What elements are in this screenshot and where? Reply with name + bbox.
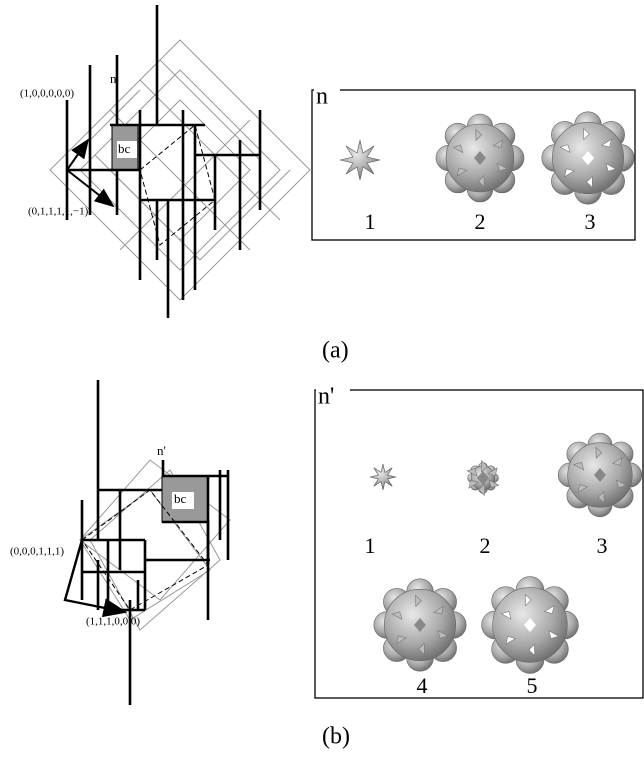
- polyhedra-a: [340, 112, 634, 204]
- grid-line: [160, 60, 260, 160]
- caption: (a): [322, 338, 349, 364]
- figure: n bc (1,0,0,0,0,0) (0,1,1,1,1,−1) n 1 2 …: [0, 0, 644, 758]
- item-label: 2: [480, 533, 491, 558]
- vector-label: (1,1,1,0,0,0): [86, 616, 140, 628]
- polyhedron: [340, 140, 380, 180]
- polyhedron: [370, 464, 396, 490]
- cell-label: bc: [118, 141, 131, 156]
- dashed-cell: [140, 125, 215, 245]
- item-label: 1: [365, 533, 376, 558]
- lattice-diagram-a: [50, 5, 310, 318]
- axis-label: n: [110, 71, 117, 86]
- caption: (b): [322, 724, 350, 750]
- cell-label: bc: [174, 491, 187, 506]
- vector-label: (1,0,0,0,0,0): [20, 88, 74, 100]
- vector-label: (0,1,1,1,1,−1): [28, 206, 89, 218]
- vector-label: (0,0,0,1,1,1): [10, 546, 64, 558]
- item-label: 5: [527, 673, 538, 698]
- box-title: n': [318, 384, 334, 410]
- grid-line: [200, 170, 290, 260]
- item-label: 2: [475, 209, 486, 234]
- item-label: 1: [365, 209, 376, 234]
- item-label: 3: [585, 209, 596, 234]
- lattice-diagram-b: [65, 380, 230, 705]
- box-title: n: [316, 84, 328, 110]
- item-label: 3: [597, 533, 608, 558]
- item-label: 4: [417, 673, 428, 698]
- axis-label: n': [157, 443, 166, 458]
